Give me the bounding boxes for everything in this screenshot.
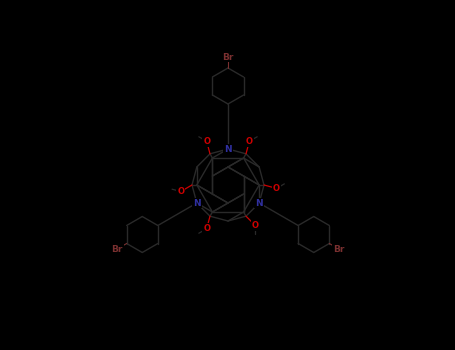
Text: N: N <box>224 145 232 154</box>
Text: O: O <box>177 187 184 196</box>
Text: O: O <box>252 221 259 230</box>
Text: N: N <box>255 198 263 208</box>
Text: Br: Br <box>333 245 344 253</box>
Text: Br: Br <box>111 245 123 253</box>
Text: Br: Br <box>222 52 234 62</box>
Text: O: O <box>246 137 253 146</box>
Text: O: O <box>203 137 210 146</box>
Text: N: N <box>193 198 201 208</box>
Text: O: O <box>203 224 210 233</box>
Text: O: O <box>273 184 280 193</box>
